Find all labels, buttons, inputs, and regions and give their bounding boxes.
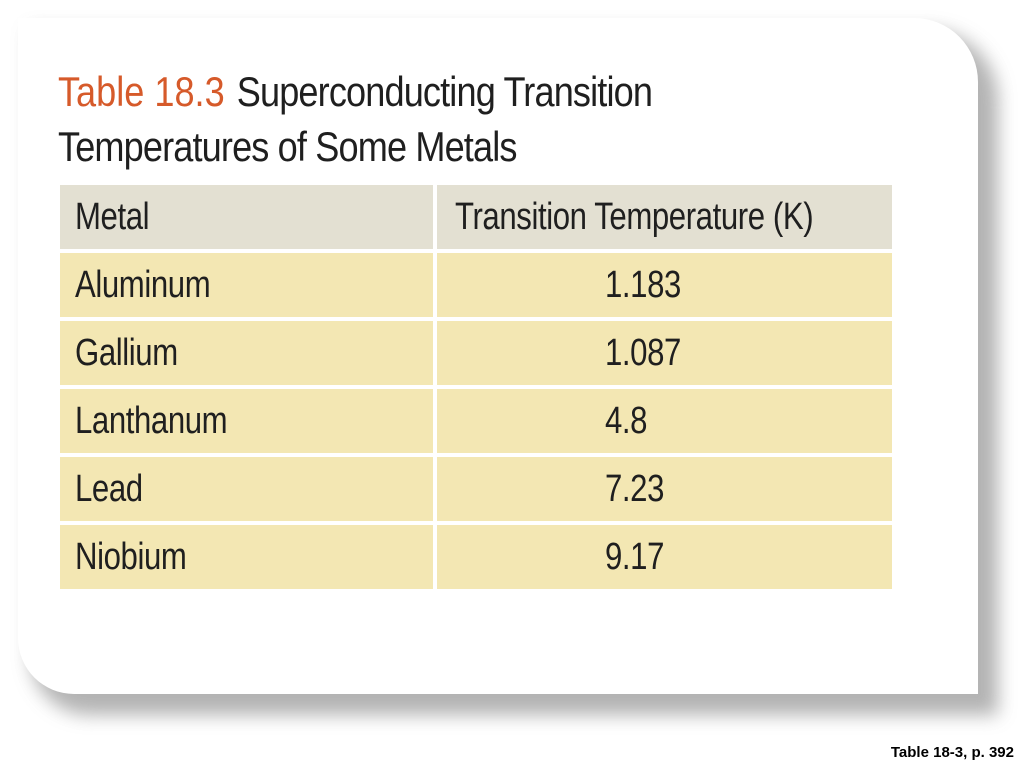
table-row: Niobium 9.17: [60, 525, 892, 589]
table-row: Gallium 1.087: [60, 321, 892, 385]
table-number: Table 18.3: [58, 68, 225, 115]
table-row: Lanthanum 4.8: [60, 389, 892, 453]
table-row: Lead 7.23: [60, 457, 892, 521]
table-header-row: Metal Transition Temperature (K): [60, 185, 892, 249]
metal-cell: Lanthanum: [60, 389, 434, 453]
table-title-text: Superconducting Transition Temperatures …: [58, 68, 653, 170]
temperature-cell: 9.17: [437, 525, 892, 589]
temperature-cell: 4.8: [437, 389, 892, 453]
header-metal: Metal: [60, 185, 434, 249]
temperature-cell: 1.087: [437, 321, 892, 385]
table-row: Aluminum 1.183: [60, 253, 892, 317]
metal-cell: Aluminum: [60, 253, 434, 317]
temperature-cell: 7.23: [437, 457, 892, 521]
metal-cell: Niobium: [60, 525, 434, 589]
metal-cell: Lead: [60, 457, 434, 521]
metal-cell: Gallium: [60, 321, 434, 385]
transition-temperature-table: Metal Transition Temperature (K) Aluminu…: [56, 181, 896, 593]
header-transition-temperature: Transition Temperature (K): [437, 185, 892, 249]
table-title: Table 18.3 Superconducting Transition Tem…: [58, 64, 746, 174]
page-reference-caption: Table 18-3, p. 392: [890, 744, 1014, 761]
temperature-cell: 1.183: [437, 253, 892, 317]
